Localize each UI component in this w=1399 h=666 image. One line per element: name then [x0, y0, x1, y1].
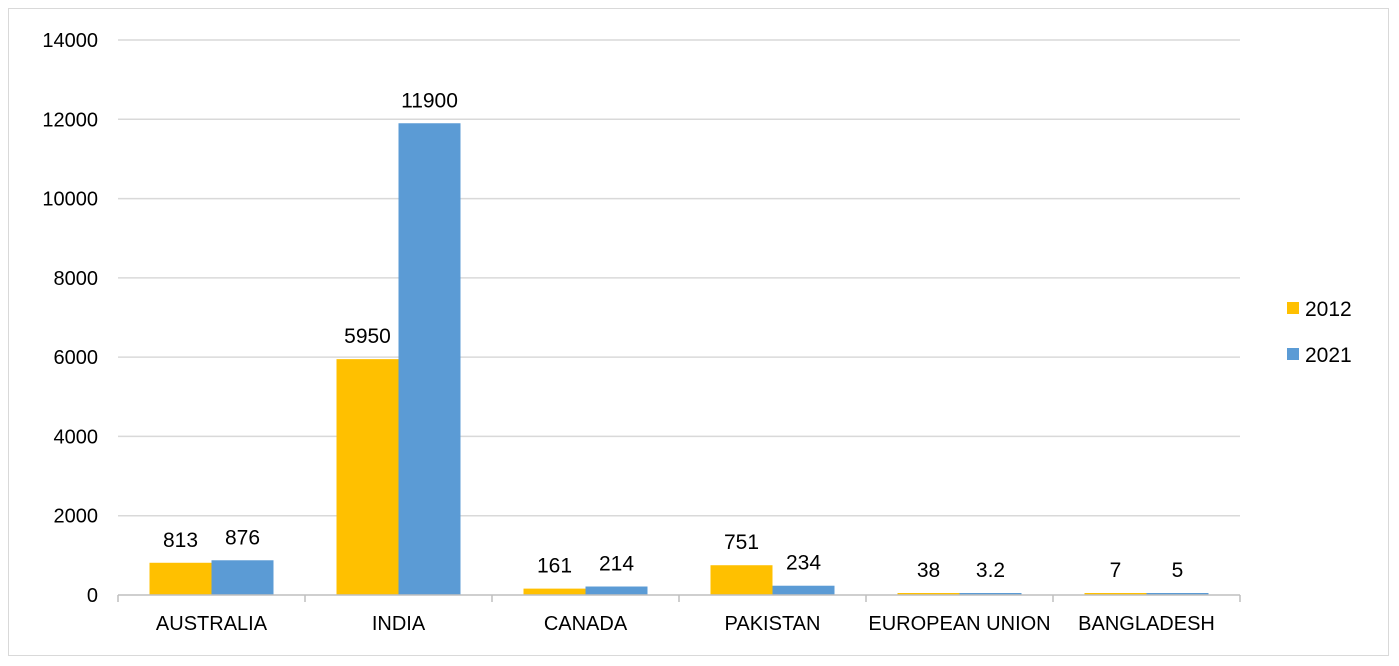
bar-2021-bangladesh [1146, 593, 1209, 595]
y-tick-label: 12000 [42, 109, 98, 131]
data-label: 5 [1172, 559, 1184, 582]
x-category-label: PAKISTAN [725, 613, 821, 635]
y-tick-label: 6000 [54, 347, 99, 369]
data-label: 3.2 [976, 559, 1005, 582]
data-label: 234 [786, 552, 821, 575]
legend-swatch-2021 [1287, 348, 1299, 360]
data-label: 751 [724, 531, 759, 554]
x-category-label: BANGLADESH [1078, 613, 1215, 635]
data-label: 11900 [401, 89, 458, 112]
bar-2021-india [398, 123, 461, 595]
bars [149, 123, 1209, 595]
y-axis-ticks: 0 2000 4000 6000 8000 10000 12000 14000 [42, 30, 98, 607]
legend: 2012 2021 [1287, 298, 1352, 367]
x-category-label: EUROPEAN UNION [868, 613, 1050, 635]
data-label: 813 [163, 529, 198, 552]
y-tick-label: 2000 [54, 506, 99, 528]
bar-2012-european-union [897, 593, 960, 595]
y-tick-label: 10000 [42, 189, 98, 211]
x-category-label: CANADA [544, 613, 628, 635]
legend-label-2021: 2021 [1305, 344, 1352, 367]
bar-2012-pakistan [710, 565, 773, 595]
y-tick-label: 14000 [42, 30, 98, 52]
data-label: 7 [1110, 559, 1122, 582]
bar-2021-pakistan [772, 585, 835, 595]
bar-2021-canada [585, 586, 648, 595]
x-category-label: INDIA [372, 613, 426, 635]
x-axis: AUSTRALIA INDIA CANADA PAKISTAN EUROPEAN UNI… [117, 594, 1241, 635]
data-label: 38 [917, 559, 940, 582]
bar-2021-european-union [959, 593, 1022, 595]
legend-swatch-2012 [1287, 302, 1299, 314]
bar-2012-bangladesh [1084, 593, 1147, 595]
data-label: 161 [537, 555, 572, 578]
bar-2012-india [336, 359, 399, 595]
data-label: 5950 [344, 325, 391, 348]
bar-2021-australia [211, 560, 274, 595]
y-tick-label: 4000 [54, 426, 99, 448]
bar-2012-australia [149, 562, 212, 595]
chart-frame [8, 8, 1389, 656]
data-labels: 813 876 5950 11900 161 214 751 234 38 3.2 7 5 [163, 89, 1183, 582]
data-label: 214 [599, 553, 634, 576]
gridlines [118, 39, 1240, 517]
y-tick-label: 8000 [54, 268, 99, 290]
legend-label-2012: 2012 [1305, 298, 1352, 321]
data-label: 876 [225, 526, 260, 549]
x-category-label: AUSTRALIA [156, 613, 268, 635]
bar-2012-canada [523, 588, 586, 595]
y-tick-label: 0 [87, 585, 98, 607]
